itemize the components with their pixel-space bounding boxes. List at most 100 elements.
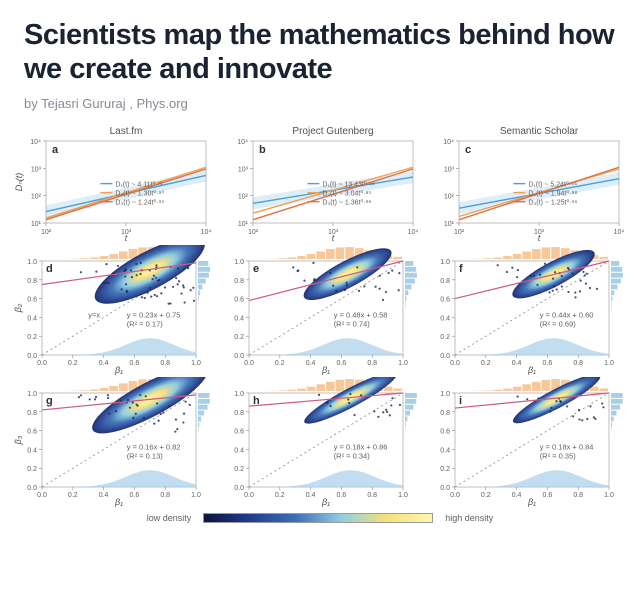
svg-text:0.2: 0.2 [441, 467, 451, 474]
svg-text:D₃(t) ~ 1.25t⁰·⁹⁶: D₃(t) ~ 1.25t⁰·⁹⁶ [529, 199, 578, 207]
svg-text:10²: 10² [444, 194, 455, 201]
panel-a: Last.fma10¹10²10³10⁴10²10³10⁴Dₙ(t)tD₁(t)… [12, 123, 215, 243]
svg-text:(R² = 0.69): (R² = 0.69) [540, 320, 577, 329]
svg-text:0.6: 0.6 [543, 492, 553, 499]
svg-text:0.8: 0.8 [27, 410, 37, 417]
svg-text:0.2: 0.2 [234, 467, 244, 474]
svg-text:0.8: 0.8 [367, 360, 377, 367]
svg-text:Project Gutenberg: Project Gutenberg [292, 126, 373, 137]
svg-text:(R² = 0.13): (R² = 0.13) [127, 452, 164, 461]
svg-text:1.0: 1.0 [398, 360, 408, 367]
svg-text:0.0: 0.0 [441, 353, 451, 360]
svg-text:b: b [259, 144, 266, 156]
svg-text:1.0: 1.0 [604, 360, 614, 367]
svg-text:0.8: 0.8 [160, 492, 170, 499]
svg-text:0.4: 0.4 [27, 316, 37, 323]
panel-e: 0.00.00.20.20.40.40.60.60.80.81.01.0eβ₁y… [219, 245, 422, 375]
svg-text:0.2: 0.2 [68, 360, 78, 367]
svg-text:β₂: β₂ [13, 304, 23, 314]
svg-text:a: a [52, 144, 59, 156]
svg-text:0.6: 0.6 [130, 492, 140, 499]
svg-text:0.8: 0.8 [234, 278, 244, 285]
svg-text:0.8: 0.8 [367, 492, 377, 499]
svg-text:0.8: 0.8 [441, 278, 451, 285]
svg-text:0.2: 0.2 [27, 467, 37, 474]
svg-text:0.0: 0.0 [234, 353, 244, 360]
panel-i: 0.00.00.20.20.40.40.60.60.80.81.01.0iβ₁y… [425, 377, 628, 507]
svg-text:0.8: 0.8 [160, 360, 170, 367]
panel-grid: Last.fma10¹10²10³10⁴10²10³10⁴Dₙ(t)tD₁(t)… [12, 123, 628, 507]
svg-text:1.0: 1.0 [234, 391, 244, 398]
svg-text:D₂(t) ~ 1.30t⁰·⁹³: D₂(t) ~ 1.30t⁰·⁹³ [115, 190, 164, 198]
svg-text:1.0: 1.0 [191, 360, 201, 367]
svg-text:0.0: 0.0 [450, 492, 460, 499]
svg-text:D₂(t) ~ 1.94t⁰·⁸⁸: D₂(t) ~ 1.94t⁰·⁸⁸ [529, 190, 578, 198]
svg-text:1.0: 1.0 [441, 259, 451, 266]
svg-text:0.8: 0.8 [27, 278, 37, 285]
svg-text:0.6: 0.6 [336, 492, 346, 499]
svg-text:Semantic Scholar: Semantic Scholar [500, 126, 579, 137]
article-title: Scientists map the mathematics behind ho… [24, 18, 616, 86]
byline-author: Tejasri Gururaj [41, 96, 126, 111]
svg-text:β₁: β₁ [114, 365, 123, 375]
svg-text:0.8: 0.8 [441, 410, 451, 417]
panel-b: Project Gutenbergb10¹10²10³10⁴10²10³10⁴t… [219, 123, 422, 243]
svg-text:1.0: 1.0 [398, 492, 408, 499]
svg-text:y = 0.18x + 0.84: y = 0.18x + 0.84 [540, 443, 594, 452]
article-header: Scientists map the mathematics behind ho… [0, 0, 640, 119]
svg-text:0.8: 0.8 [574, 492, 584, 499]
svg-text:0.0: 0.0 [37, 492, 47, 499]
byline-source: Phys.org [136, 96, 187, 111]
svg-text:0.4: 0.4 [305, 360, 315, 367]
svg-text:(R² = 0.34): (R² = 0.34) [333, 452, 370, 461]
svg-text:e: e [253, 263, 259, 275]
colorbar-low-label: low density [147, 513, 192, 523]
svg-text:1.0: 1.0 [604, 492, 614, 499]
svg-text:0.8: 0.8 [234, 410, 244, 417]
svg-text:0.6: 0.6 [130, 360, 140, 367]
svg-text:1.0: 1.0 [234, 259, 244, 266]
svg-text:0.4: 0.4 [305, 492, 315, 499]
svg-text:g: g [46, 395, 53, 407]
svg-text:0.6: 0.6 [27, 297, 37, 304]
svg-text:0.2: 0.2 [441, 335, 451, 342]
svg-text:d: d [46, 263, 53, 275]
svg-text:10⁴: 10⁴ [201, 229, 212, 236]
svg-text:0.6: 0.6 [441, 429, 451, 436]
svg-text:0.4: 0.4 [27, 448, 37, 455]
svg-text:0.6: 0.6 [234, 297, 244, 304]
svg-text:0.8: 0.8 [574, 360, 584, 367]
svg-text:0.2: 0.2 [275, 492, 285, 499]
svg-text:10²: 10² [248, 229, 259, 236]
svg-text:0.0: 0.0 [27, 485, 37, 492]
svg-text:10²: 10² [454, 229, 465, 236]
svg-text:(R² = 0.35): (R² = 0.35) [540, 452, 577, 461]
svg-text:0.6: 0.6 [441, 297, 451, 304]
svg-text:0.2: 0.2 [27, 335, 37, 342]
panel-f: 0.00.00.20.20.40.40.60.60.80.81.01.0fβ₁y… [425, 245, 628, 375]
svg-text:β₁: β₁ [527, 497, 536, 507]
svg-text:β₁: β₁ [321, 497, 330, 507]
svg-text:10³: 10³ [31, 167, 42, 174]
svg-text:0.4: 0.4 [441, 316, 451, 323]
svg-text:D₃(t) ~ 1.36t⁰·⁹⁶: D₃(t) ~ 1.36t⁰·⁹⁶ [322, 199, 371, 207]
svg-text:10²: 10² [238, 194, 249, 201]
svg-text:D₁(t) ~ 5.24t⁰·⁶⁴: D₁(t) ~ 5.24t⁰·⁶⁴ [529, 181, 578, 189]
svg-text:1.0: 1.0 [191, 492, 201, 499]
svg-text:10¹: 10¹ [31, 221, 42, 228]
svg-text:D₁(t) ~ 4.11t⁰·⁷²: D₁(t) ~ 4.11t⁰·⁷² [115, 181, 163, 189]
svg-text:10⁴: 10⁴ [444, 139, 455, 146]
svg-text:10²: 10² [41, 229, 52, 236]
svg-text:D₂(t) ~ 3.04t⁰·⁸⁵: D₂(t) ~ 3.04t⁰·⁸⁵ [322, 190, 371, 198]
panel-c: Semantic Scholarc10¹10²10³10⁴10²10³10⁴tD… [425, 123, 628, 243]
svg-text:10³: 10³ [238, 167, 249, 174]
svg-text:0.0: 0.0 [27, 353, 37, 360]
svg-text:y = 0.23x + 0.75: y = 0.23x + 0.75 [127, 311, 181, 320]
svg-text:y = 0.44x + 0.60: y = 0.44x + 0.60 [540, 311, 594, 320]
svg-text:0.4: 0.4 [441, 448, 451, 455]
svg-text:0.4: 0.4 [512, 492, 522, 499]
svg-text:1.0: 1.0 [27, 391, 37, 398]
byline-sep: , [126, 96, 137, 111]
svg-text:0.0: 0.0 [244, 492, 254, 499]
svg-text:0.6: 0.6 [234, 429, 244, 436]
